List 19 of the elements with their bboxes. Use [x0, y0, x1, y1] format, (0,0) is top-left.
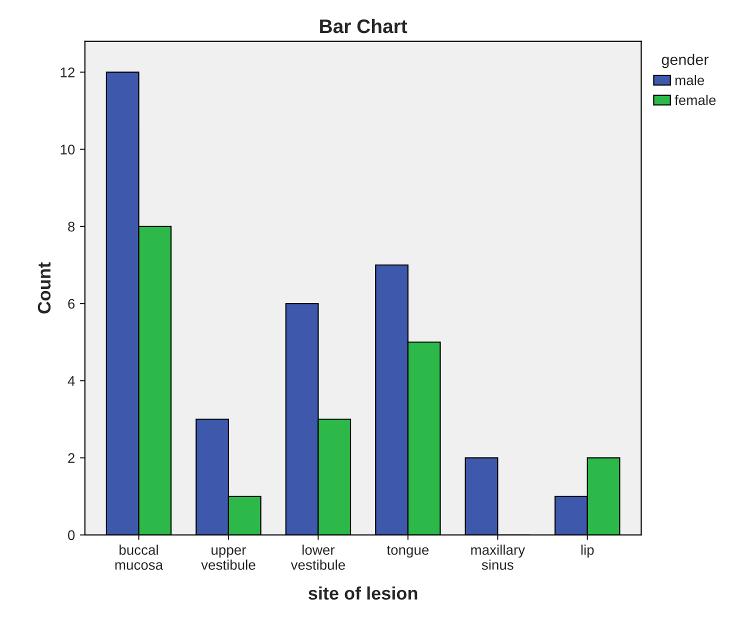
legend-title: gender	[662, 54, 709, 68]
y-tick-label: 10	[60, 144, 75, 154]
y-tick-label: 0	[68, 530, 75, 540]
x-tick-label: lower vestibule	[290, 544, 345, 570]
x-tick-label: lip	[581, 544, 594, 558]
x-tick-label: maxillary sinus	[471, 544, 526, 570]
y-tick-label: 2	[68, 453, 74, 463]
y-tick-label: 8	[68, 222, 75, 232]
y-tick-label: 4	[68, 376, 75, 386]
y-tick-label: 6	[68, 298, 75, 309]
legend-label: male	[675, 75, 704, 86]
x-axis-title: site of lesion	[308, 586, 418, 600]
x-tick-label: upper vestibule	[201, 547, 256, 570]
y-axis-title: Count	[38, 262, 51, 314]
chart-title: Bar Chart	[320, 18, 408, 34]
y-tick-label: 12	[60, 68, 74, 78]
x-tick-label: buccal mucosa	[115, 544, 164, 570]
legend-label: female	[674, 94, 716, 106]
x-tick-label: tongue	[386, 546, 429, 558]
